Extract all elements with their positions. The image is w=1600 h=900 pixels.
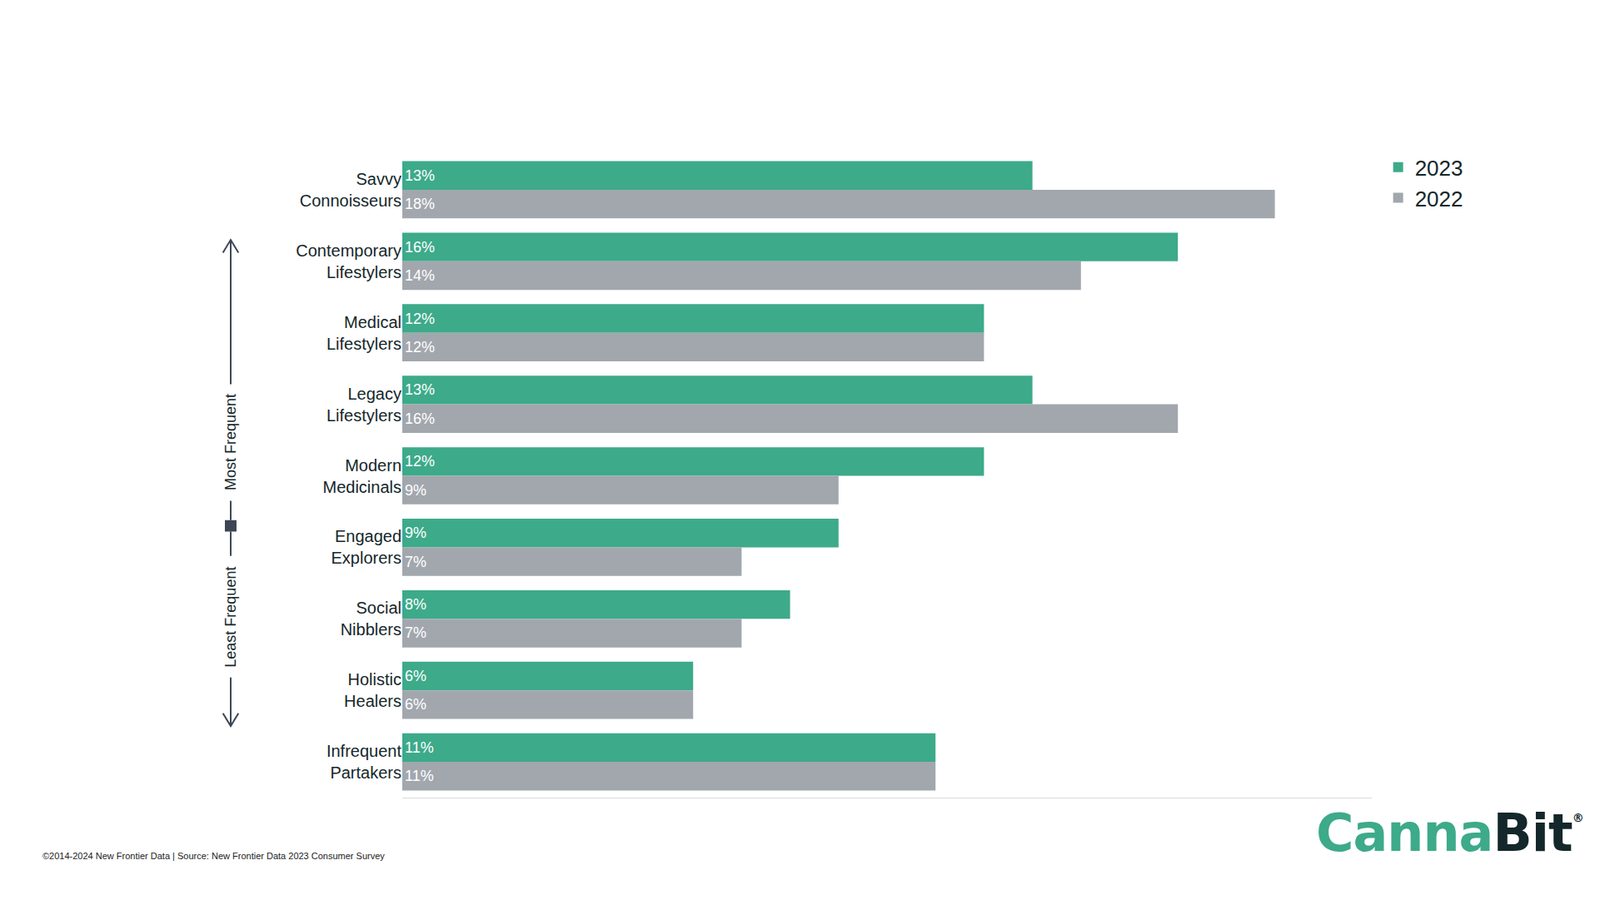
html-text:Canna Bit: Canna Bit <box>1315 802 1573 864</box>
svg-text:LegacyLifestylers: LegacyLifestylers <box>326 384 402 425</box>
svg-text:11%: 11% <box>404 739 434 757</box>
svg-text:ContemporaryLifestylers: ContemporaryLifestylers <box>295 241 402 282</box>
svg-text:SavvyConnoisseurs: SavvyConnoisseurs <box>299 169 402 210</box>
svg-text:13%: 13% <box>404 167 435 185</box>
svg-text:Most Frequent: Most Frequent <box>222 393 240 491</box>
svg-text:2022: 2022 <box>1415 186 1464 212</box>
svg-text:9%: 9% <box>404 524 427 542</box>
svg-text:ModernMedicinals: ModernMedicinals <box>323 456 402 497</box>
svg-text:16%: 16% <box>404 239 435 256</box>
svg-text:HolisticHealers: HolisticHealers <box>343 670 402 711</box>
html-text:©2014-2024 New Frontier Data |: ©2014-2024 New Frontier Data | Source: N… <box>42 851 385 862</box>
svg-text:6%: 6% <box>404 667 427 685</box>
svg-text:18%: 18% <box>404 195 435 213</box>
svg-text:11%: 11% <box>404 767 434 785</box>
svg-text:EngagedExplorers: EngagedExplorers <box>331 527 402 568</box>
svg-text:7%: 7% <box>404 624 427 642</box>
svg-text:MedicalLifestylers: MedicalLifestylers <box>326 313 402 354</box>
html-text:From 2022 to 2023: From 2022 to 2023 <box>71 85 276 113</box>
html-text:Changes in Archetypes: Changes in Archetypes <box>71 36 469 77</box>
svg-text:9%: 9% <box>404 482 427 499</box>
svg-text:12%: 12% <box>404 338 435 356</box>
svg-text:InfrequentPartakers: InfrequentPartakers <box>326 742 403 783</box>
svg-text:12%: 12% <box>404 453 435 470</box>
svg-text:14%: 14% <box>404 267 435 285</box>
svg-text:12%: 12% <box>404 310 435 328</box>
svg-text:2023: 2023 <box>1415 155 1464 181</box>
svg-text:16%: 16% <box>404 410 435 428</box>
svg-text:Least Frequent: Least Frequent <box>222 567 240 668</box>
svg-text:SocialNibblers: SocialNibblers <box>340 598 402 639</box>
svg-text:6%: 6% <box>404 696 427 713</box>
svg-text:13%: 13% <box>404 381 435 399</box>
svg-text:7%: 7% <box>404 553 427 571</box>
svg-text:8%: 8% <box>404 596 427 614</box>
